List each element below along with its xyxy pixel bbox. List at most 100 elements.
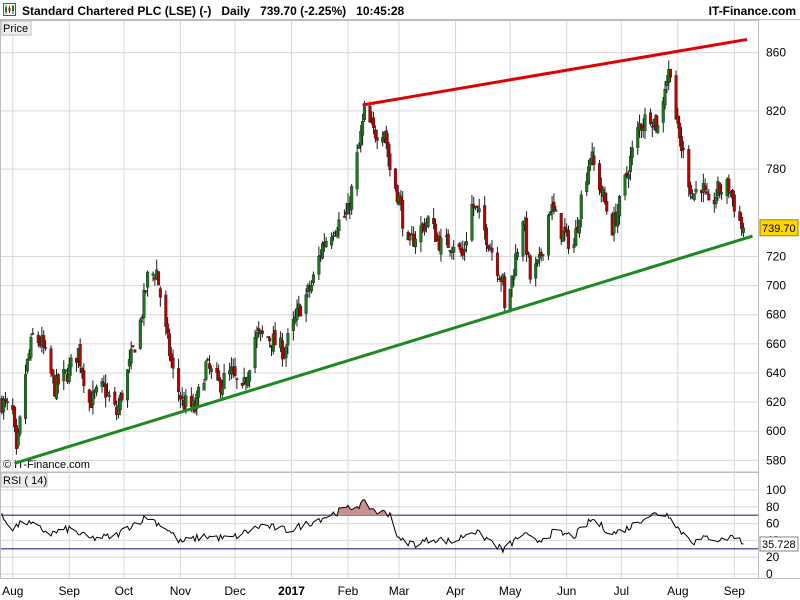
- candle-body: [446, 233, 450, 248]
- candle: [643, 107, 647, 140]
- candle: [158, 286, 162, 307]
- candle-body: [510, 275, 514, 288]
- candle: [335, 226, 339, 239]
- candle: [628, 146, 632, 181]
- candle-body: [648, 112, 652, 125]
- candle: [470, 194, 474, 242]
- candle-body: [266, 336, 270, 338]
- candle: [268, 335, 272, 348]
- candle: [324, 237, 328, 248]
- candle: [730, 188, 734, 207]
- candle: [485, 224, 489, 252]
- candle: [738, 205, 742, 221]
- chart-title: Standard Chartered PLC (LSE) (-) Daily 7…: [22, 4, 404, 18]
- candle: [25, 358, 29, 374]
- candle-body: [286, 333, 290, 346]
- candle: [220, 380, 224, 402]
- y-tick-label: 640: [766, 366, 786, 380]
- candle: [663, 80, 667, 110]
- candle: [126, 368, 130, 408]
- candle-body: [512, 276, 516, 280]
- candle: [331, 231, 335, 241]
- candle-body: [423, 225, 427, 232]
- candle-body: [357, 145, 361, 149]
- candle-body: [248, 370, 252, 382]
- candle: [357, 142, 361, 149]
- candle: [639, 123, 643, 139]
- candle-body: [16, 431, 20, 446]
- candle-body: [116, 405, 120, 415]
- candle: [384, 125, 388, 149]
- candle-body: [167, 333, 171, 356]
- candle: [233, 357, 237, 378]
- candle: [654, 114, 658, 133]
- candle: [169, 346, 173, 368]
- candle-body: [656, 125, 660, 133]
- candle: [585, 172, 589, 197]
- candle-body: [102, 382, 106, 384]
- candle: [656, 115, 660, 135]
- candlestick-chart-icon: [3, 3, 16, 16]
- candle: [528, 254, 532, 284]
- candle-body: [433, 223, 437, 242]
- rsi-y-tick-label: 80: [766, 500, 780, 514]
- candle: [146, 270, 150, 297]
- candle: [222, 364, 226, 390]
- candle-body: [362, 106, 366, 120]
- candle-body: [592, 155, 596, 165]
- candle: [208, 355, 212, 375]
- candle: [439, 228, 443, 262]
- candle: [707, 189, 711, 201]
- candle-body: [526, 252, 530, 255]
- candle: [616, 204, 620, 234]
- candle: [541, 254, 545, 261]
- candle-body: [587, 166, 591, 185]
- last-price-tag: [759, 219, 799, 237]
- candle-body: [541, 254, 545, 256]
- candle: [295, 299, 299, 327]
- candle-body: [235, 378, 239, 380]
- candle-body: [536, 259, 540, 264]
- candle: [29, 333, 33, 361]
- candle-body: [62, 369, 66, 382]
- candle-body: [375, 137, 379, 141]
- candle: [104, 374, 108, 408]
- candle-body: [25, 358, 29, 372]
- candle: [342, 209, 346, 218]
- candle-body: [126, 369, 130, 401]
- rsi-panel: [0, 472, 759, 579]
- candle: [703, 178, 707, 195]
- candle-body: [257, 328, 261, 332]
- candle-body: [393, 168, 397, 189]
- candle: [423, 218, 427, 236]
- candle-body: [381, 137, 385, 143]
- candle: [674, 70, 678, 120]
- candle-body: [718, 182, 722, 194]
- x-tick-label: Dec: [224, 584, 245, 598]
- x-tick-label: Feb: [338, 584, 359, 598]
- candle-body: [738, 211, 742, 221]
- candle: [401, 190, 405, 237]
- candle: [177, 358, 181, 402]
- candle-body: [525, 217, 529, 255]
- candle: [78, 338, 82, 373]
- candle: [13, 405, 17, 433]
- candle: [284, 344, 288, 367]
- candle-body: [618, 196, 622, 217]
- candle: [567, 225, 571, 254]
- candle-body: [490, 247, 494, 253]
- candle: [650, 121, 654, 138]
- candle: [510, 275, 514, 298]
- candle-body: [630, 147, 634, 158]
- candle-body: [204, 361, 208, 380]
- candle: [388, 143, 392, 177]
- candle-body: [29, 337, 33, 358]
- candle: [49, 345, 53, 378]
- candle-body: [457, 243, 461, 248]
- candle-body: [534, 263, 538, 279]
- candle-body: [253, 337, 257, 369]
- candle: [311, 271, 315, 286]
- candle-body: [636, 127, 640, 148]
- candle: [373, 125, 377, 143]
- candle: [166, 317, 170, 339]
